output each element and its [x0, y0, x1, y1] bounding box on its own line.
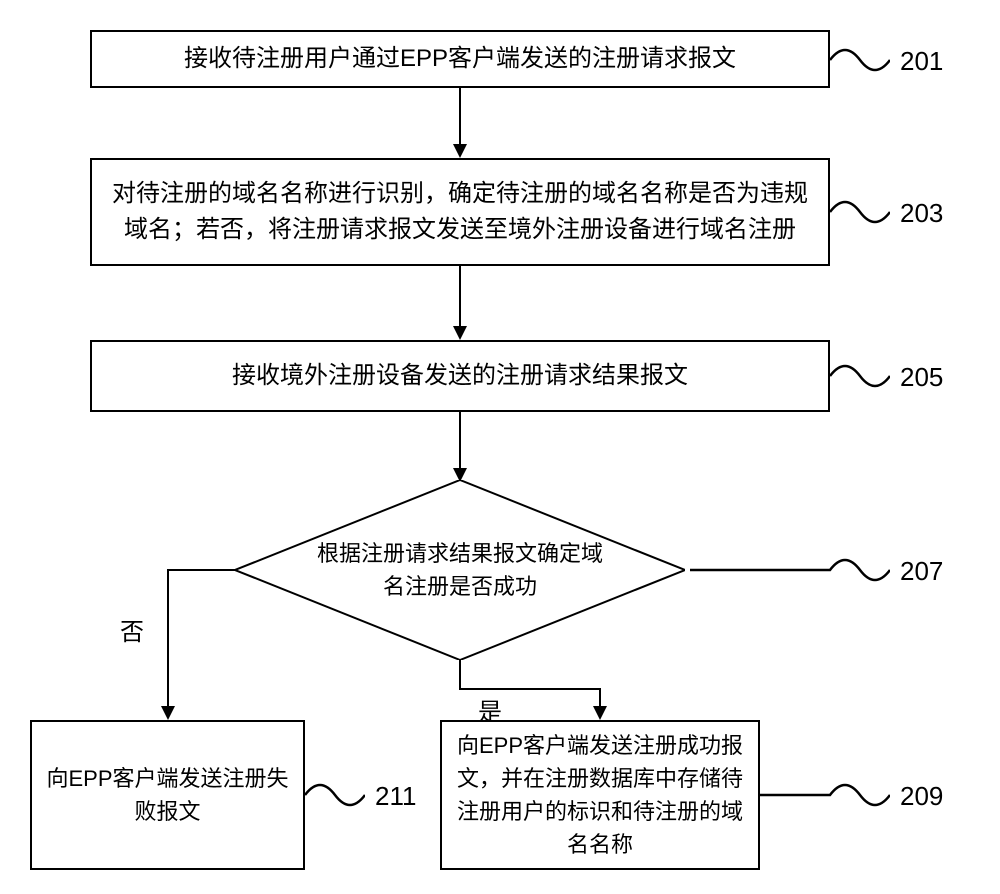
arrowhead-203-205 [453, 326, 467, 340]
step-209-label: 209 [900, 781, 943, 812]
step-205-label: 205 [900, 362, 943, 393]
line-yes-v1 [459, 660, 461, 690]
step-205-text: 接收境外注册设备发送的注册请求结果报文 [232, 358, 688, 394]
arrow-205-207 [459, 412, 461, 468]
step-211-box: 向EPP客户端发送注册失败报文 [30, 720, 305, 870]
wave-207 [690, 550, 890, 590]
branch-no-label: 否 [120, 612, 144, 647]
arrow-201-203 [459, 88, 461, 144]
arrowhead-yes [593, 706, 607, 720]
step-209-text: 向EPP客户端发送注册成功报文，并在注册数据库中存储待注册用户的标识和待注册的域… [454, 729, 746, 861]
step-207-label: 207 [900, 556, 943, 587]
wave-201 [830, 40, 890, 80]
wave-209 [760, 775, 890, 815]
line-no-v [167, 569, 169, 706]
step-203-label: 203 [900, 198, 943, 229]
step-211-text: 向EPP客户端发送注册失败报文 [44, 762, 291, 828]
step-211-label: 211 [375, 781, 416, 812]
step-201-box: 接收待注册用户通过EPP客户端发送的注册请求报文 [90, 30, 830, 88]
line-yes-h [459, 688, 601, 690]
step-209-box: 向EPP客户端发送注册成功报文，并在注册数据库中存储待注册用户的标识和待注册的域… [440, 720, 760, 870]
wave-203 [830, 192, 890, 232]
arrowhead-no [161, 706, 175, 720]
wave-205 [830, 356, 890, 396]
flowchart-container: 接收待注册用户通过EPP客户端发送的注册请求报文 201 对待注册的域名名称进行… [0, 0, 1000, 894]
step-203-box: 对待注册的域名名称进行识别，确定待注册的域名名称是否为违规域名；若否，将注册请求… [90, 158, 830, 266]
step-207-text-wrap: 根据注册请求结果报文确定域名注册是否成功 [310, 530, 610, 610]
step-207-text: 根据注册请求结果报文确定域名注册是否成功 [310, 537, 610, 603]
line-yes-v2 [599, 688, 601, 706]
step-203-text: 对待注册的域名名称进行识别，确定待注册的域名名称是否为违规域名；若否，将注册请求… [104, 176, 816, 248]
step-205-box: 接收境外注册设备发送的注册请求结果报文 [90, 340, 830, 412]
arrowhead-201-203 [453, 144, 467, 158]
step-201-text: 接收待注册用户通过EPP客户端发送的注册请求报文 [184, 41, 736, 77]
wave-211 [305, 775, 365, 815]
line-no-h [167, 569, 235, 571]
step-201-label: 201 [900, 46, 943, 77]
arrow-203-205 [459, 266, 461, 326]
